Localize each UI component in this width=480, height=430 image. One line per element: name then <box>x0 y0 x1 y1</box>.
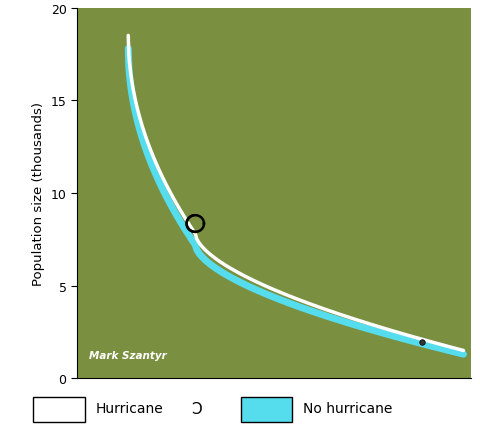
FancyBboxPatch shape <box>240 397 292 422</box>
FancyBboxPatch shape <box>33 397 84 422</box>
Y-axis label: Population size (thousands): Population size (thousands) <box>32 102 45 285</box>
Text: No hurricane: No hurricane <box>303 402 392 415</box>
Text: Ɔ: Ɔ <box>190 401 201 416</box>
Text: Hurricane: Hurricane <box>95 402 163 415</box>
Text: Mark Szantyr: Mark Szantyr <box>89 350 166 360</box>
